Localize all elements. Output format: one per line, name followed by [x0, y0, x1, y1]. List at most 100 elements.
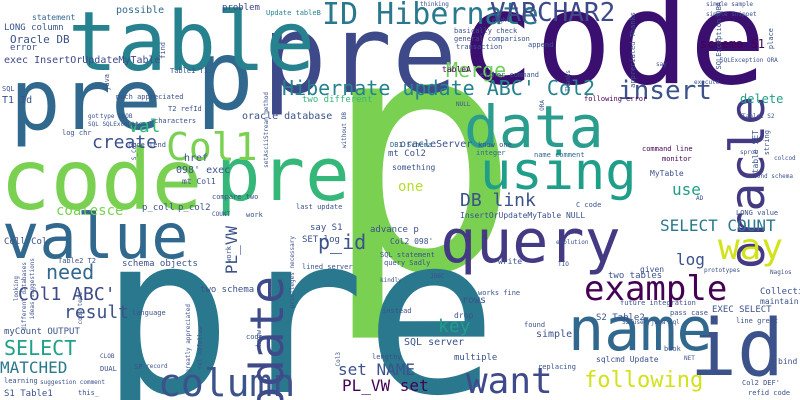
word-compare-two: compare two — [212, 194, 258, 201]
word-href: href — [184, 154, 208, 164]
word-suggestion-comment: suggestion comment — [40, 380, 105, 386]
word-future-integration: future integration — [620, 300, 696, 307]
word-basically-check: basically check — [454, 28, 517, 35]
word-coll-col: Coll Col — [4, 238, 47, 247]
word-found: found — [524, 322, 545, 329]
word-append: append — [528, 42, 553, 49]
word-works-v: work — [226, 246, 233, 263]
word-sqlexception-ora: SQLException ORA — [720, 58, 778, 64]
word-sample-simple: simple sample — [706, 2, 753, 8]
word-sqlexception-dba: SQLException DBA — [716, 2, 723, 69]
word-set-log: SET log — [302, 236, 340, 245]
word-greatly-appreciated: greatly appreciated — [186, 304, 192, 373]
word-exec-select: EXEC SELECT — [712, 306, 772, 315]
word-code-tend-v: code tend — [78, 292, 84, 325]
word-privileges-necessary: privileges necessary — [290, 236, 296, 308]
word-setasciistream: setAsciiStream method — [264, 92, 270, 168]
word-mt-col1: mt Col1 — [182, 178, 216, 186]
word-bind: bind — [778, 358, 797, 366]
word-two-different: two different — [302, 96, 372, 105]
word-query-sadly: query Sadly — [384, 260, 430, 267]
word-say-s1: say S1 — [310, 224, 343, 233]
word-ora: ORA — [540, 100, 546, 111]
word-characters: characters — [154, 118, 196, 125]
word-jdbc: JDBC — [430, 274, 444, 280]
word-net: NET — [684, 356, 695, 362]
word-tablea: tableA — [442, 66, 471, 74]
word-multiple: multiple — [454, 354, 497, 363]
word-string: string — [764, 130, 771, 155]
word-s1-table1: S1 Table1 — [4, 390, 53, 399]
word-something: something — [392, 164, 435, 172]
word-write: write — [498, 258, 522, 266]
word-evolution: evolution — [556, 240, 589, 246]
word-second-schema: second schema — [746, 174, 793, 180]
word-know: know — [256, 330, 263, 347]
word-p-col2: p_col2 — [178, 204, 211, 213]
word-mytable: MyTable — [650, 170, 684, 178]
word-exec-insert: exec InsertOrUpdateMyTable — [4, 56, 161, 66]
word-java: java — [104, 74, 111, 91]
word-dual: DUAL — [100, 366, 117, 373]
word-update-table-b: Update tableB — [266, 10, 321, 17]
word-ad: AD — [696, 196, 703, 202]
word-statement: statement — [32, 14, 75, 22]
word-098-exec: 098' exec — [176, 166, 230, 176]
word-might: might — [492, 18, 510, 24]
word-thanks: Thanks — [566, 70, 572, 92]
word-possible: possible — [116, 6, 164, 16]
word-mycount-output: myCount OUTPUT — [4, 328, 80, 337]
word-nofollow: rel nofollow — [198, 326, 204, 369]
word-col2-def: Col2 DEF' — [742, 380, 780, 387]
word-simple: simple — [536, 330, 572, 340]
word-type-clob: type CLOB — [100, 114, 133, 120]
word-null: NULL — [456, 102, 470, 108]
word-following: following — [584, 370, 703, 392]
word-lengthy: lengthy — [372, 354, 402, 361]
word-got: got — [88, 114, 99, 120]
word-select: SELECT — [4, 338, 76, 358]
word-record: record — [146, 364, 168, 370]
word-way: way — [718, 230, 783, 266]
word-language: language — [132, 310, 166, 317]
word-sql-statement: SQL statement — [380, 252, 435, 259]
word-appreciated-thanks: appreciated Thanks — [630, 12, 637, 88]
word-looking: looking — [14, 276, 20, 301]
word-col3: Col3 — [336, 352, 342, 366]
word-lined-server: lined server — [302, 264, 353, 271]
word-name-comment: name comment — [534, 152, 585, 159]
word-schema-objects: schema objects — [122, 260, 198, 269]
word-table2-t2: Table2 T2 — [58, 258, 96, 265]
word-table1-s2: Table1 S2 — [742, 114, 775, 120]
word-sp: SP — [134, 364, 142, 371]
word-different-databases: different databases — [22, 262, 28, 331]
word-pass-case: pass case — [670, 310, 708, 317]
word-execute: execute — [694, 80, 719, 86]
word-s2-table2: S2 Table2 — [596, 314, 645, 323]
word-t2-refid: T2 refId — [168, 106, 202, 113]
word-mt-col2: mt Col2 — [388, 150, 426, 159]
word-problem: problem — [222, 4, 260, 13]
word-coalesce: coalesce — [56, 204, 123, 218]
word-s-col: S_Col — [132, 142, 138, 160]
word-given: given — [640, 266, 664, 274]
word-say: say — [656, 62, 667, 68]
word-last-update: last update — [296, 204, 342, 211]
word-db-link: DB link — [460, 192, 536, 210]
word-rows: rows — [462, 296, 486, 306]
word-book: book — [664, 346, 681, 353]
word-schema-s1: schema S1 — [700, 38, 765, 50]
word-col2-098: Col2 098' — [390, 238, 433, 246]
word-find: find — [160, 42, 167, 59]
word-transaction: transaction — [456, 44, 502, 51]
word-insert-or-update-null: InsertOrUpdateMyTable NULL — [460, 212, 585, 220]
word-nagios: Nagios — [770, 270, 792, 276]
word-sql-sqlexception: SQL SQLException — [88, 122, 146, 128]
word-t1-id: T1 Id — [2, 96, 32, 106]
word-tio: TIO — [558, 262, 569, 268]
word-instead: instead — [382, 308, 412, 315]
word-select-count: SELECT COUNT — [660, 218, 776, 234]
word-prototypes: prototypes — [704, 268, 740, 274]
word-command-line: command line — [642, 146, 693, 153]
